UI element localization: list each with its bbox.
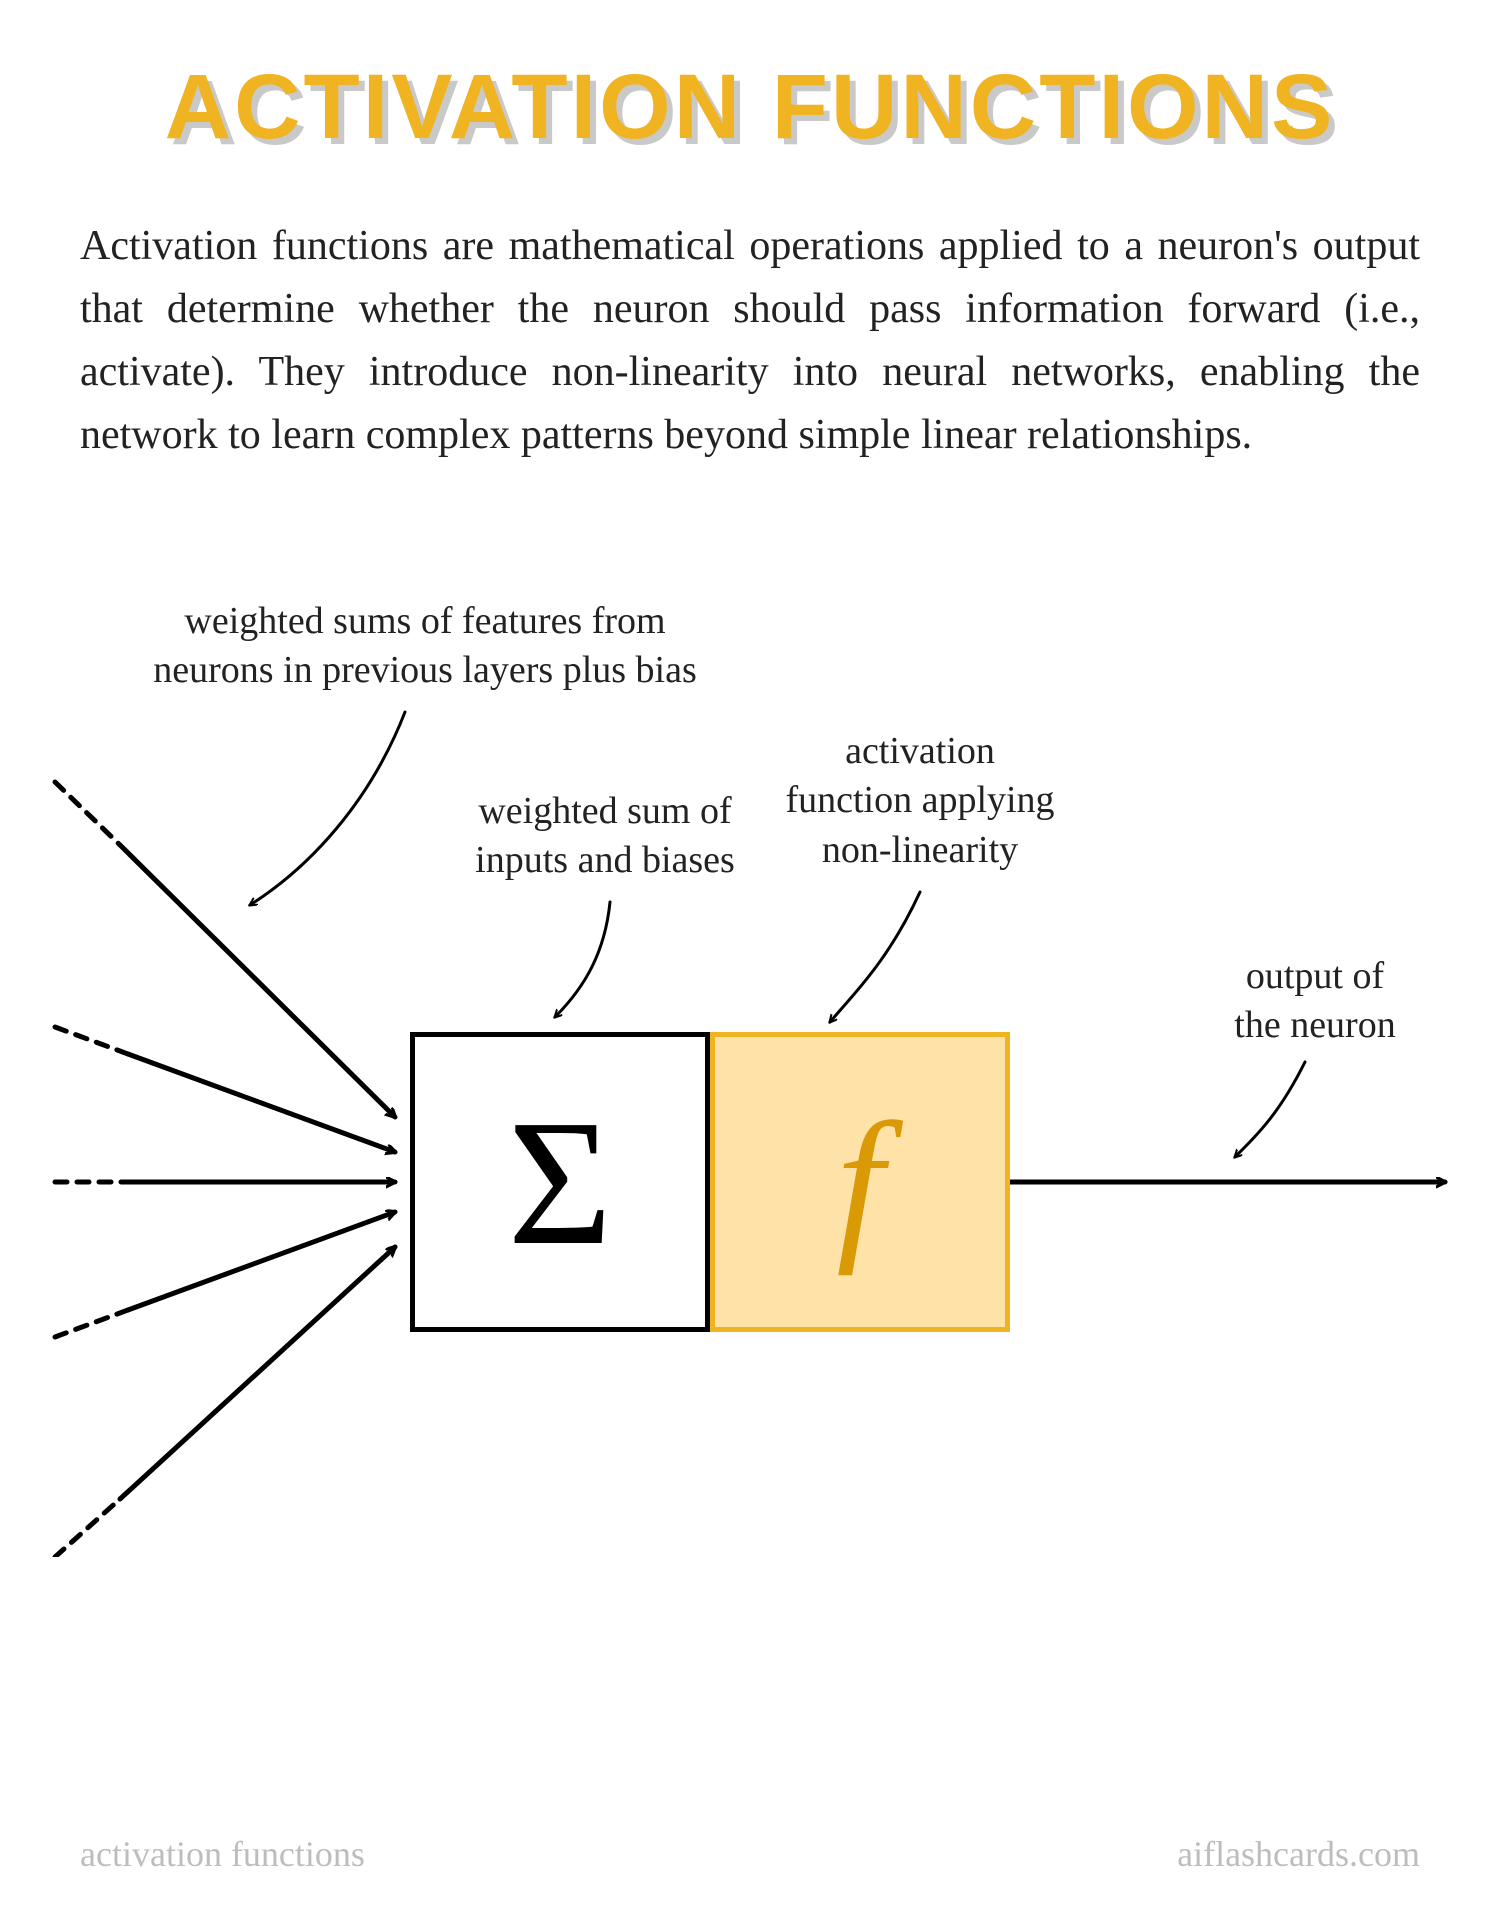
fn-label: activationfunction applyingnon-linearity	[760, 727, 1080, 875]
footer-right: aiflashcards.com	[1177, 1833, 1420, 1875]
inputs-label: weighted sums of features fromneurons in…	[75, 597, 775, 696]
description-text: Activation functions are mathematical op…	[80, 215, 1420, 467]
output-label: output ofthe neuron	[1200, 952, 1430, 1051]
sum-node: Σ	[410, 1032, 710, 1332]
footer-left: activation functions	[80, 1833, 365, 1875]
footer: activation functions aiflashcards.com	[80, 1833, 1420, 1875]
activation-fn-node: f	[710, 1032, 1010, 1332]
title-main-text: ACTIVATION FUNCTIONS	[165, 56, 1336, 158]
page-title: ACTIVATION FUNCTIONS ACTIVATION FUNCTION…	[0, 55, 1500, 160]
neuron-diagram: Σ f weighted sums of features fromneuron…	[0, 557, 1500, 1557]
f-symbol: f	[836, 1085, 883, 1280]
sigma-symbol: Σ	[508, 1079, 613, 1286]
sum-label: weighted sum ofinputs and biases	[445, 787, 765, 886]
